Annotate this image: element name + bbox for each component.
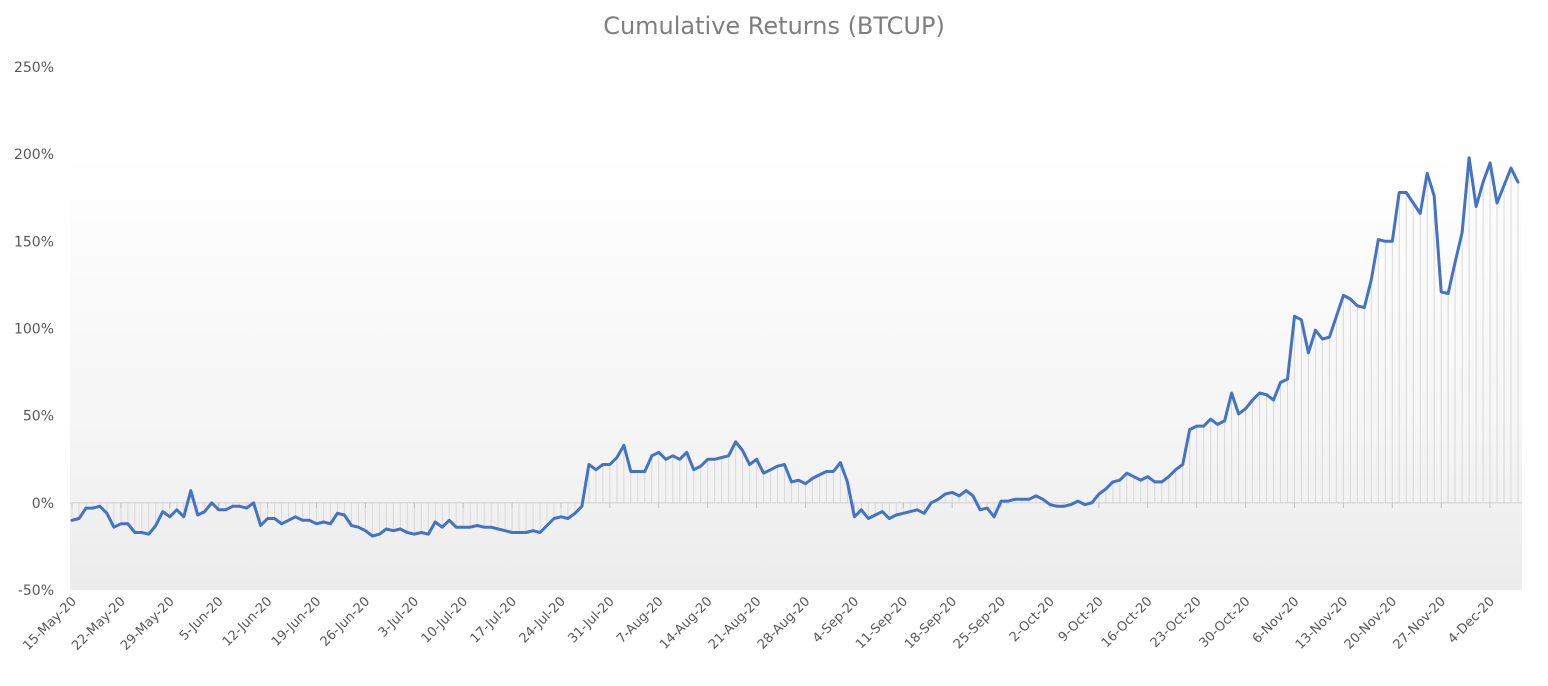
y-axis-labels: -50% 0% 50% 100% 150% 200% 250% xyxy=(14,60,54,599)
y-tick-label: 250% xyxy=(14,60,54,76)
x-tick-label: 30-Oct-20 xyxy=(1197,594,1254,651)
x-tick-label: 5-Jun-20 xyxy=(177,594,227,644)
y-tick-label: -50% xyxy=(18,583,54,599)
x-tick-label: 9-Oct-20 xyxy=(1056,594,1107,645)
x-tick-label: 4-Sep-20 xyxy=(810,594,862,646)
x-tick-label: 16-Oct-20 xyxy=(1099,594,1156,651)
y-tick-label: 50% xyxy=(23,409,54,425)
x-tick-label: 28-Aug-20 xyxy=(755,594,813,652)
chart-title: Cumulative Returns (BTCUP) xyxy=(603,12,945,40)
x-tick-label: 17-Jul-20 xyxy=(468,594,520,646)
y-tick-label: 100% xyxy=(14,322,54,338)
x-tick-label: 31-Jul-20 xyxy=(565,594,617,646)
y-tick-label: 200% xyxy=(14,147,54,163)
x-tick-label: 6-Nov-20 xyxy=(1250,594,1302,646)
x-tick-label: 2-Oct-20 xyxy=(1007,594,1058,645)
y-tick-label: 150% xyxy=(14,234,54,250)
x-tick-label: 19-Jun-20 xyxy=(269,594,325,650)
x-tick-label: 7-Aug-20 xyxy=(614,594,667,647)
x-tick-label: 29-May-20 xyxy=(118,594,177,653)
x-tick-label: 10-Jul-20 xyxy=(419,594,471,646)
x-tick-label: 3-Jul-20 xyxy=(376,594,422,640)
plot-background xyxy=(70,154,1522,590)
x-tick-label: 23-Oct-20 xyxy=(1148,594,1205,651)
x-tick-label: 24-Jul-20 xyxy=(517,594,569,646)
x-tick-label: 25-Sep-20 xyxy=(951,594,1009,652)
x-tick-label: 12-Jun-20 xyxy=(220,594,276,650)
y-tick-label: 0% xyxy=(32,496,54,512)
x-tick-label: 26-Jun-20 xyxy=(318,594,374,650)
x-tick-label: 27-Nov-20 xyxy=(1391,594,1449,652)
x-tick-label: 11-Sep-20 xyxy=(853,594,911,652)
x-tick-label: 4-Dec-20 xyxy=(1445,594,1498,647)
x-tick-label: 18-Sep-20 xyxy=(902,594,960,652)
series-line xyxy=(70,156,1520,538)
x-tick-marks xyxy=(71,502,1491,508)
